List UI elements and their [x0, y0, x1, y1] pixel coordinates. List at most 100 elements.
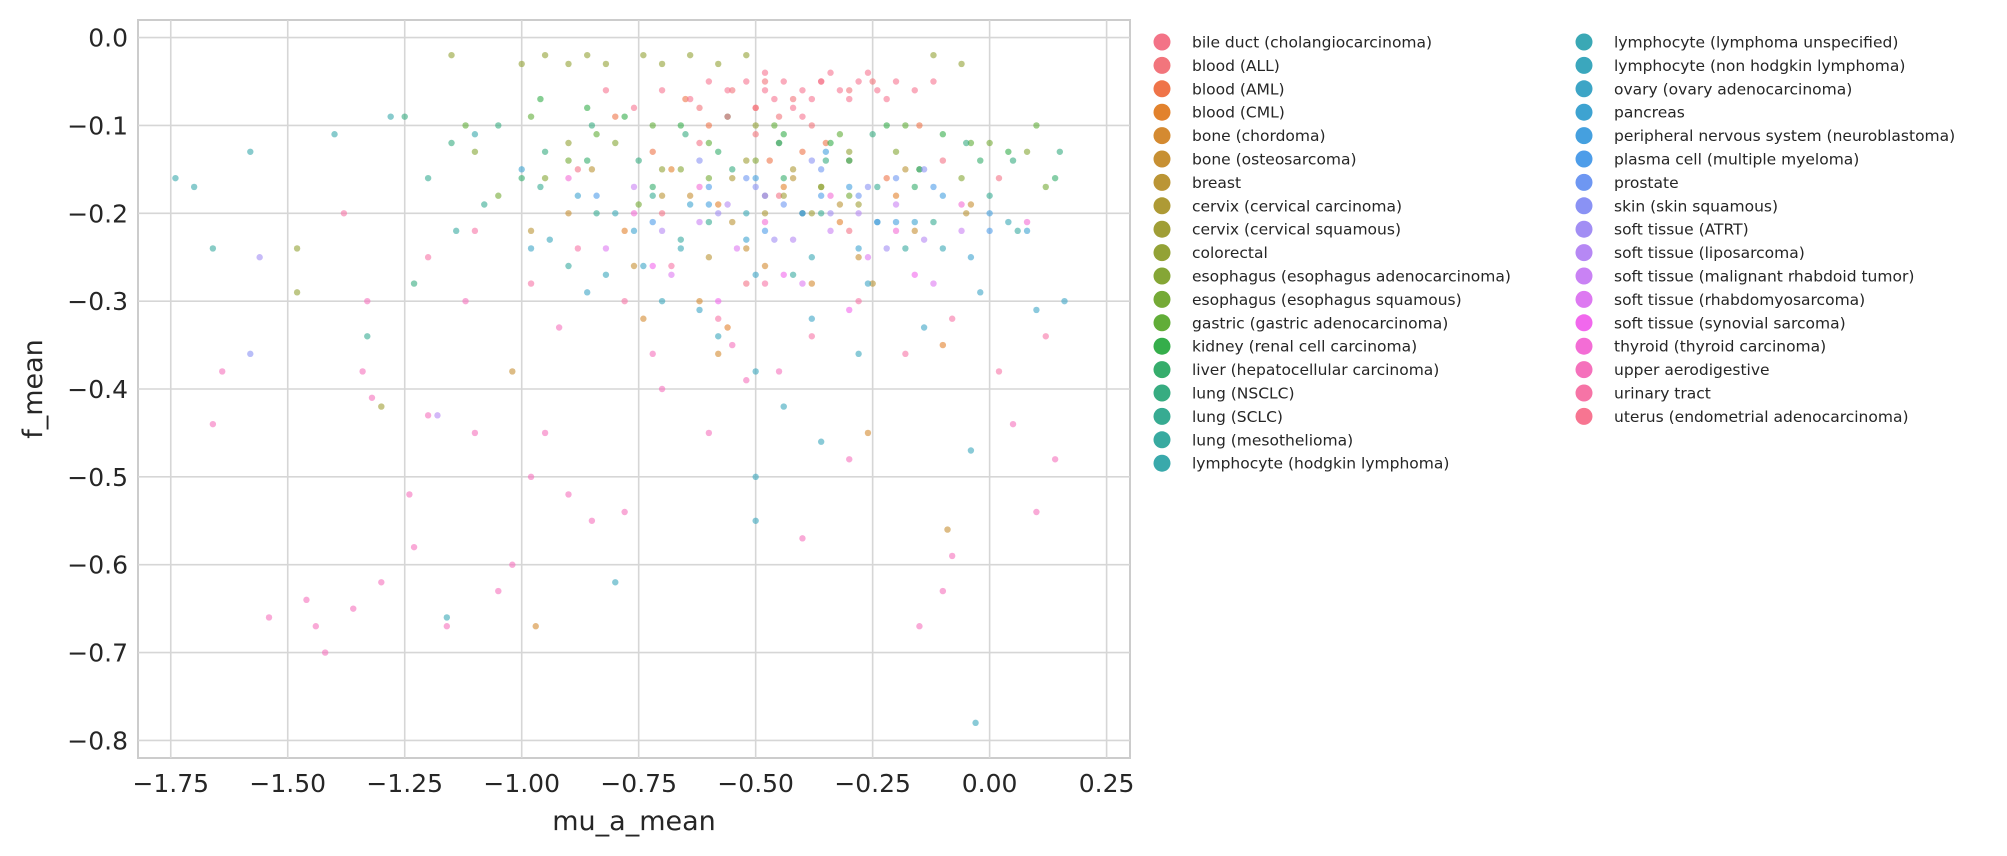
- data-point: [752, 122, 759, 129]
- data-point: [799, 210, 806, 217]
- data-point: [967, 201, 975, 208]
- legend-label: soft tissue (malignant rhabdoid tumor): [1614, 268, 1914, 286]
- data-point: [916, 122, 923, 129]
- data-point: [532, 623, 539, 630]
- data-point: [911, 218, 918, 226]
- x-tick-label: −1.75: [132, 769, 209, 798]
- data-point: [649, 192, 656, 199]
- legend-marker: [1153, 33, 1171, 51]
- data-point: [612, 113, 619, 120]
- data-point: [649, 350, 656, 358]
- data-point: [855, 201, 862, 208]
- data-point: [986, 227, 993, 235]
- data-point: [715, 60, 722, 68]
- legend-label: plasma cell (multiple myeloma): [1614, 151, 1859, 169]
- data-point: [799, 148, 806, 155]
- data-point: [761, 78, 769, 85]
- data-point: [799, 87, 806, 94]
- data-point: [527, 245, 535, 252]
- data-point: [743, 280, 750, 287]
- legend-marker: [1153, 80, 1171, 98]
- legend-marker: [1153, 290, 1171, 308]
- data-point: [565, 157, 572, 164]
- data-point: [677, 245, 684, 252]
- data-point: [219, 368, 226, 375]
- data-point: [846, 95, 853, 103]
- data-point: [705, 201, 713, 208]
- data-point: [752, 473, 759, 481]
- data-point: [958, 174, 965, 182]
- data-point: [686, 201, 694, 208]
- data-point: [584, 157, 591, 164]
- data-point: [574, 245, 582, 252]
- y-axis-title: f_mean: [18, 339, 49, 439]
- data-point: [509, 561, 516, 568]
- data-point: [378, 579, 385, 586]
- data-point: [1005, 148, 1012, 155]
- y-tick-label: −0.7: [67, 639, 128, 668]
- data-point: [752, 131, 759, 138]
- data-point: [658, 385, 666, 393]
- legend-label: prostate: [1614, 174, 1679, 192]
- data-point: [808, 254, 816, 261]
- legend-label: cervix (cervical squamous): [1192, 221, 1401, 239]
- data-point: [1033, 122, 1040, 129]
- legend-label: blood (CML): [1192, 104, 1285, 122]
- data-point: [827, 69, 834, 76]
- legend-label: bile duct (cholangiocarcinoma): [1192, 34, 1432, 52]
- data-point: [883, 174, 890, 182]
- data-point: [836, 201, 844, 208]
- data-point: [649, 122, 656, 129]
- data-point: [967, 139, 975, 147]
- legend-label: uterus (endometrial adenocarcinoma): [1614, 408, 1909, 426]
- data-point: [1009, 157, 1017, 164]
- legend-label: esophagus (esophagus squamous): [1192, 291, 1462, 309]
- data-point: [883, 95, 890, 103]
- data-point: [761, 227, 769, 235]
- data-point: [846, 157, 853, 164]
- data-point: [1005, 218, 1012, 226]
- data-point: [1023, 227, 1031, 235]
- data-point: [729, 166, 736, 173]
- data-point: [658, 166, 666, 173]
- data-point: [410, 543, 418, 551]
- scatter-points: [172, 51, 1068, 727]
- data-point: [761, 192, 769, 199]
- data-point: [406, 491, 413, 498]
- legend-marker: [1575, 127, 1593, 145]
- data-point: [668, 166, 675, 173]
- legend-marker: [1153, 127, 1171, 145]
- data-point: [1014, 227, 1021, 235]
- data-point: [729, 87, 736, 94]
- data-point: [321, 649, 329, 656]
- legend-label: soft tissue (liposarcoma): [1614, 244, 1805, 262]
- data-point: [799, 113, 806, 120]
- data-point: [846, 192, 853, 199]
- data-point: [827, 227, 834, 235]
- data-point: [761, 69, 769, 76]
- data-point: [715, 350, 722, 358]
- data-point: [293, 245, 301, 252]
- legend-label: pancreas: [1614, 104, 1685, 122]
- data-point: [817, 210, 825, 217]
- data-point: [682, 131, 689, 138]
- data-point: [696, 297, 703, 305]
- data-point: [1023, 218, 1031, 226]
- legend-marker: [1575, 244, 1593, 262]
- legend-label: liver (hepatocellular carcinoma): [1192, 361, 1439, 379]
- data-point: [247, 148, 254, 155]
- data-point: [565, 262, 572, 270]
- data-point: [808, 333, 816, 340]
- data-point: [808, 315, 816, 322]
- data-point: [541, 51, 549, 59]
- data-point: [822, 148, 830, 155]
- data-point: [612, 579, 619, 586]
- data-point: [780, 201, 787, 208]
- data-point: [817, 78, 825, 85]
- data-point: [1056, 148, 1064, 155]
- data-point: [649, 148, 656, 155]
- data-point: [916, 166, 923, 173]
- data-point: [836, 87, 844, 94]
- legend-marker: [1153, 361, 1171, 379]
- data-point: [640, 51, 647, 59]
